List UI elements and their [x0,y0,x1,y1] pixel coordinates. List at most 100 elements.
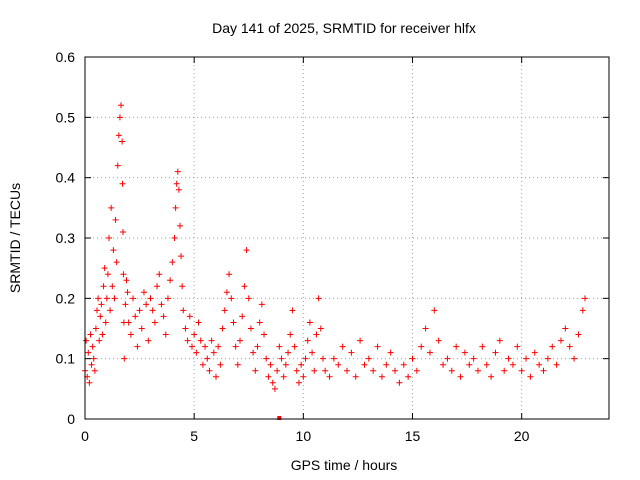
data-point [453,343,460,350]
data-point [173,180,180,187]
data-point [95,295,102,302]
data-point [357,337,364,344]
data-point [405,373,412,380]
y-tick-label: 0.4 [56,170,76,186]
data-point [156,271,163,278]
data-point [87,331,94,338]
data-point [282,361,289,368]
data-point [210,349,217,356]
data-point [313,331,320,338]
data-point [339,343,346,350]
data-point [488,373,495,380]
data-point [254,343,261,350]
data-point [344,367,350,374]
data-point [175,186,182,193]
data-point [206,367,213,374]
data-point [171,235,178,241]
data-point [149,307,156,314]
y-tick-label: 0.2 [56,290,76,306]
data-point [215,343,222,350]
data-point [90,355,97,362]
data-point [101,265,108,272]
data-point [116,114,123,121]
data-point [492,349,499,356]
data-point [89,343,96,350]
data-point [202,343,209,350]
data-point [291,343,298,350]
data-point [125,319,132,326]
data-point [265,373,272,380]
data-point [130,295,137,302]
data-point [119,180,126,187]
data-point [322,367,329,374]
data-point [123,277,130,284]
data-points [82,102,588,420]
data-point [431,307,438,314]
data-point [111,295,118,302]
data-point [239,313,246,320]
data-point [113,259,120,266]
x-tick-label: 5 [190,428,198,444]
data-point [160,313,167,320]
data-point [553,361,560,368]
data-point [226,271,233,278]
data-point [121,355,128,362]
y-tick-label: 0.3 [56,230,76,246]
data-point [271,385,278,392]
data-point [179,283,186,290]
data-point [252,367,259,374]
data-point [304,337,311,344]
data-point [96,337,103,344]
data-point [188,343,195,350]
data-point [536,361,543,368]
data-point [108,204,115,211]
data-point [228,295,235,302]
data-point [374,343,381,350]
data-point [300,373,307,380]
data-point [151,319,158,326]
data-point [219,325,226,332]
data-point [114,162,121,169]
data-point [234,361,241,368]
data-point [413,367,420,374]
data-point [204,355,211,362]
data-point [100,283,107,290]
data-point [289,307,296,314]
data-point [106,235,113,241]
plot-frame [84,56,610,420]
data-point [247,325,254,332]
data-point [245,295,252,302]
data-point [132,313,139,320]
data-point [400,361,407,368]
data-point [104,271,111,278]
data-point [409,355,416,362]
data-point [566,343,573,350]
data-point [180,307,187,314]
data-point [581,295,588,302]
data-point [579,307,586,314]
data-point [199,361,206,368]
data-point [112,216,119,223]
data-point [99,331,106,338]
data-point [147,295,154,302]
data-point [287,331,294,338]
x-tick-label: 15 [405,428,421,444]
data-point [109,283,116,290]
data-point [422,325,429,332]
chart-title: Day 141 of 2025, SRMTID for receiver hlf… [212,20,476,36]
data-point [172,204,179,211]
data-point [91,367,98,374]
data-point [392,367,399,374]
data-point [140,289,147,296]
data-point [174,168,181,175]
x-tick-label: 0 [81,428,89,444]
data-point [230,319,237,326]
data-point [119,138,126,145]
data-point [92,325,99,332]
data-point [330,355,337,362]
data-point [269,379,276,386]
data-point [267,361,274,368]
data-point [115,132,122,139]
data-point [176,222,183,229]
data-point [221,307,228,314]
